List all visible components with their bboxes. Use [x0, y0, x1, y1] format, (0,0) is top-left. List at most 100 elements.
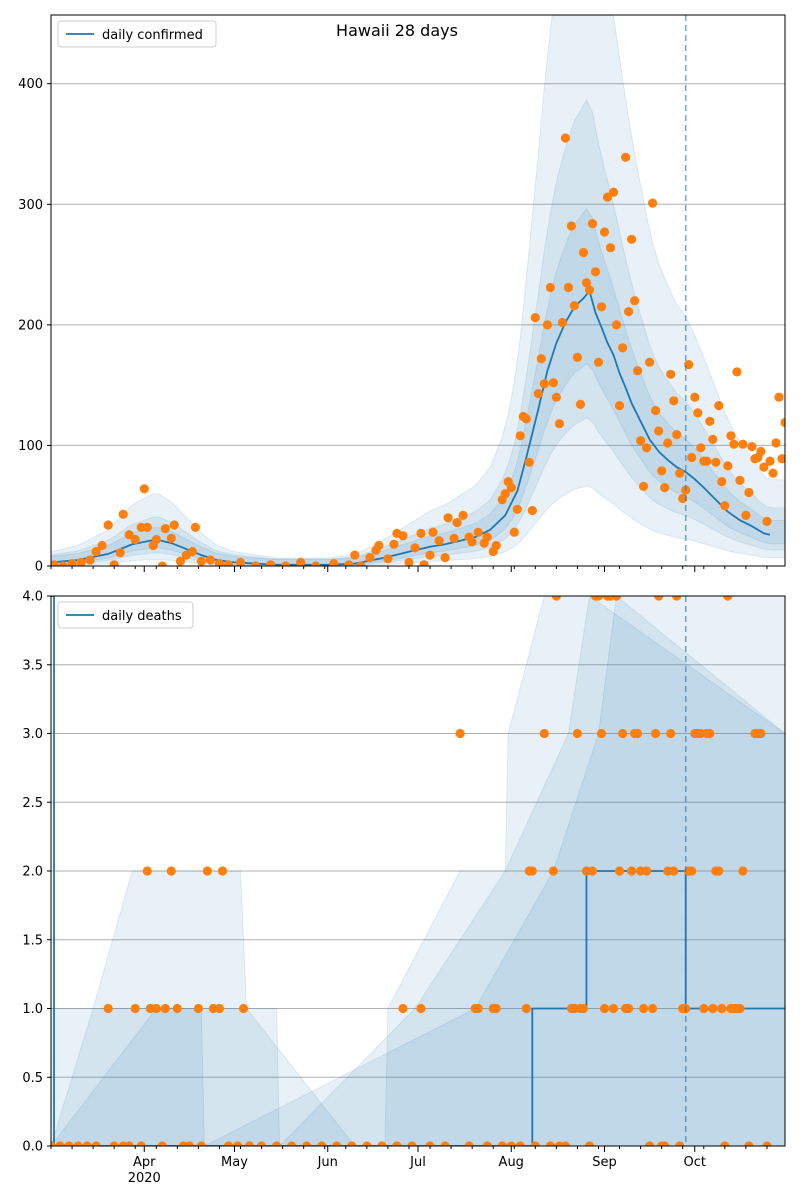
data-point: [560, 133, 571, 143]
data-point: [717, 477, 727, 487]
data-point: [392, 1141, 402, 1146]
data-point: [675, 1141, 685, 1146]
data-point: [593, 357, 604, 367]
data-point: [425, 550, 435, 560]
data-point: [584, 1141, 595, 1146]
data-point: [596, 302, 607, 312]
data-point: [545, 282, 556, 293]
data-point: [467, 537, 477, 547]
data-point: [51, 1141, 56, 1146]
data-point: [196, 1141, 206, 1146]
data-point: [705, 728, 715, 739]
data-point: [82, 1141, 92, 1146]
data-point: [530, 1141, 540, 1146]
data-point: [627, 234, 637, 244]
data-point: [711, 457, 721, 467]
plot-area: [51, 15, 785, 566]
x-tick-year-label: 2020: [128, 1171, 161, 1186]
data-point: [551, 596, 561, 601]
data-point: [777, 454, 785, 464]
data-point: [627, 866, 637, 876]
data-point: [780, 417, 785, 428]
data-point: [530, 313, 540, 323]
data-point: [184, 1141, 194, 1146]
data-point: [666, 728, 676, 739]
data-point: [404, 557, 414, 566]
data-point: [416, 1003, 426, 1014]
data-point: [166, 866, 176, 876]
data-point: [575, 399, 586, 409]
data-point: [723, 461, 733, 471]
data-point: [566, 221, 577, 231]
data-point: [160, 1003, 170, 1014]
x-tick-label: Sep: [592, 1155, 617, 1170]
data-point: [151, 534, 161, 545]
plot-area: [51, 596, 785, 1146]
data-point: [175, 556, 185, 566]
data-point: [97, 540, 107, 551]
legend-box: [57, 20, 217, 48]
data-point: [497, 1141, 507, 1146]
data-point: [774, 392, 784, 402]
y-tick-label: 1.5: [22, 933, 43, 948]
data-point: [720, 1141, 730, 1146]
data-point: [633, 728, 643, 739]
data-point: [642, 866, 652, 876]
data-point: [257, 1141, 267, 1146]
legend-box: [57, 601, 194, 629]
data-point: [551, 392, 562, 402]
data-point: [473, 527, 483, 537]
data-point: [296, 557, 306, 566]
data-point: [747, 442, 757, 452]
legend: daily confirmed: [57, 20, 217, 48]
legend-label: daily deaths: [102, 609, 182, 624]
y-tick-label: 100: [18, 439, 43, 454]
data-point: [542, 320, 553, 330]
data-point: [548, 866, 559, 876]
data-point: [151, 1003, 161, 1014]
data-point: [124, 1141, 134, 1146]
data-point: [762, 516, 772, 527]
data-point: [398, 1003, 408, 1014]
data-point: [621, 152, 631, 162]
data-point: [657, 466, 667, 476]
data-point: [67, 559, 77, 566]
data-point: [756, 728, 766, 739]
data-point: [302, 1141, 312, 1146]
data-point: [687, 866, 697, 876]
data-point: [584, 285, 595, 295]
y-tick-label: 4.0: [22, 590, 43, 605]
data-point: [608, 187, 619, 197]
data-point: [160, 524, 170, 534]
data-point: [272, 1141, 282, 1146]
data-point: [714, 401, 724, 411]
data-point: [642, 443, 652, 453]
data-point: [458, 510, 468, 520]
data-point: [464, 1141, 474, 1146]
data-point: [744, 1141, 754, 1146]
data-point: [729, 439, 739, 449]
y-tick-label: 0.5: [22, 1071, 43, 1086]
data-point: [614, 401, 625, 411]
x-tick-label: Oct: [684, 1155, 706, 1170]
data-point: [590, 267, 601, 277]
data-point: [266, 560, 276, 566]
data-point: [169, 520, 179, 530]
legend: daily deaths: [57, 601, 194, 629]
data-point: [702, 456, 712, 466]
data-point: [738, 439, 748, 449]
data-point: [214, 1003, 225, 1014]
data-point: [329, 559, 339, 566]
data-point: [410, 543, 420, 553]
data-point: [491, 1003, 501, 1014]
data-point: [672, 596, 682, 601]
data-point: [636, 436, 646, 446]
data-point: [633, 366, 643, 376]
data-point: [605, 243, 616, 253]
data-point: [618, 343, 628, 353]
data-point: [539, 379, 549, 389]
data-point: [735, 475, 745, 485]
data-point: [515, 431, 525, 441]
data-point: [85, 555, 95, 565]
